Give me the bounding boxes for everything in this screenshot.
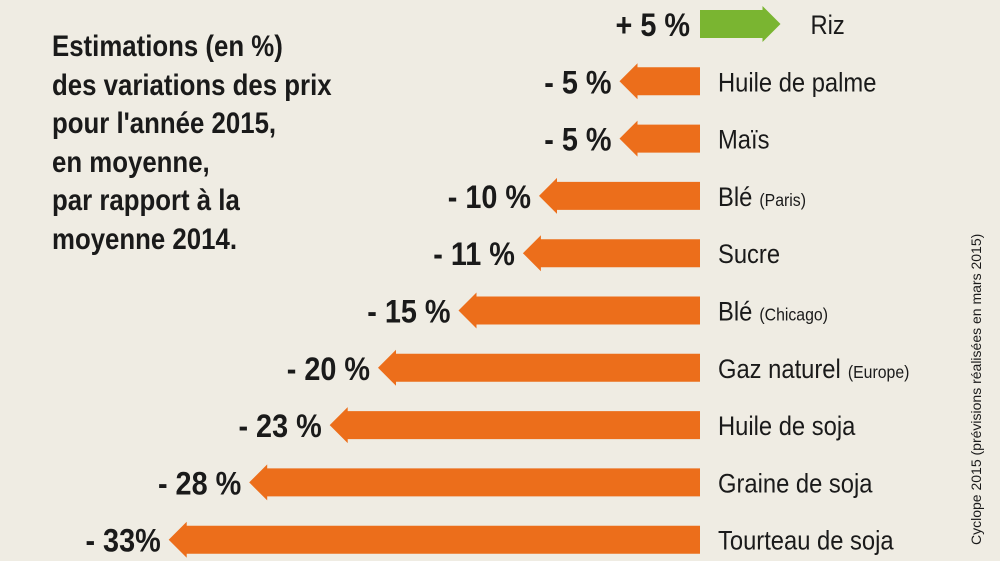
value-label-6: - 15 % <box>367 294 450 330</box>
value-label-4: - 10 % <box>448 180 531 216</box>
category-label-10: Tourteau de soja <box>718 526 894 556</box>
title-line-6: moyenne 2014. <box>52 222 238 256</box>
chart-title: Estimations (en %) des variations des pr… <box>52 28 362 259</box>
title-line-2: des variations des prix <box>52 68 332 102</box>
bar-10 <box>168 521 700 558</box>
bar-9 <box>249 464 700 501</box>
bar-8 <box>329 407 700 444</box>
category-label-7: Gaz naturel (Europe) <box>718 354 909 384</box>
title-line-5: par rapport à la <box>52 184 240 217</box>
value-label-10: - 33% <box>85 523 160 559</box>
bar-4 <box>539 177 700 214</box>
value-label-3: - 5 % <box>544 122 611 158</box>
category-label-4: Blé (Paris) <box>718 183 806 213</box>
category-label-6: Blé (Chicago) <box>718 297 828 327</box>
value-label-8: - 23 % <box>238 409 321 445</box>
value-label-5: - 11 % <box>433 237 515 273</box>
bar-7 <box>378 349 700 386</box>
source-note: Cyclope 2015 (prévisions réalisées en ma… <box>968 233 984 545</box>
category-label-5: Sucre <box>718 240 780 270</box>
title-line-4: en moyenne, <box>52 145 210 179</box>
value-label-7: - 20 % <box>287 351 370 387</box>
value-label-2: - 5 % <box>544 65 611 101</box>
bar-1 <box>700 6 781 42</box>
bar-5 <box>522 235 700 272</box>
bar-3 <box>619 120 700 157</box>
category-label-8: Huile de soja <box>718 412 856 442</box>
title-line-3: pour l'année 2015, <box>52 107 277 140</box>
category-label-9: Graine de soja <box>718 469 873 499</box>
bar-6 <box>458 292 700 329</box>
category-label-2: Huile de palme <box>718 68 876 98</box>
title-line-1: Estimations (en %) <box>52 30 283 63</box>
category-label-3: Maïs <box>718 125 769 155</box>
bar-2 <box>619 63 700 100</box>
value-label-1: + 5 % <box>616 8 690 44</box>
value-label-9: - 28 % <box>158 466 241 502</box>
category-label-1: Riz <box>811 11 845 41</box>
